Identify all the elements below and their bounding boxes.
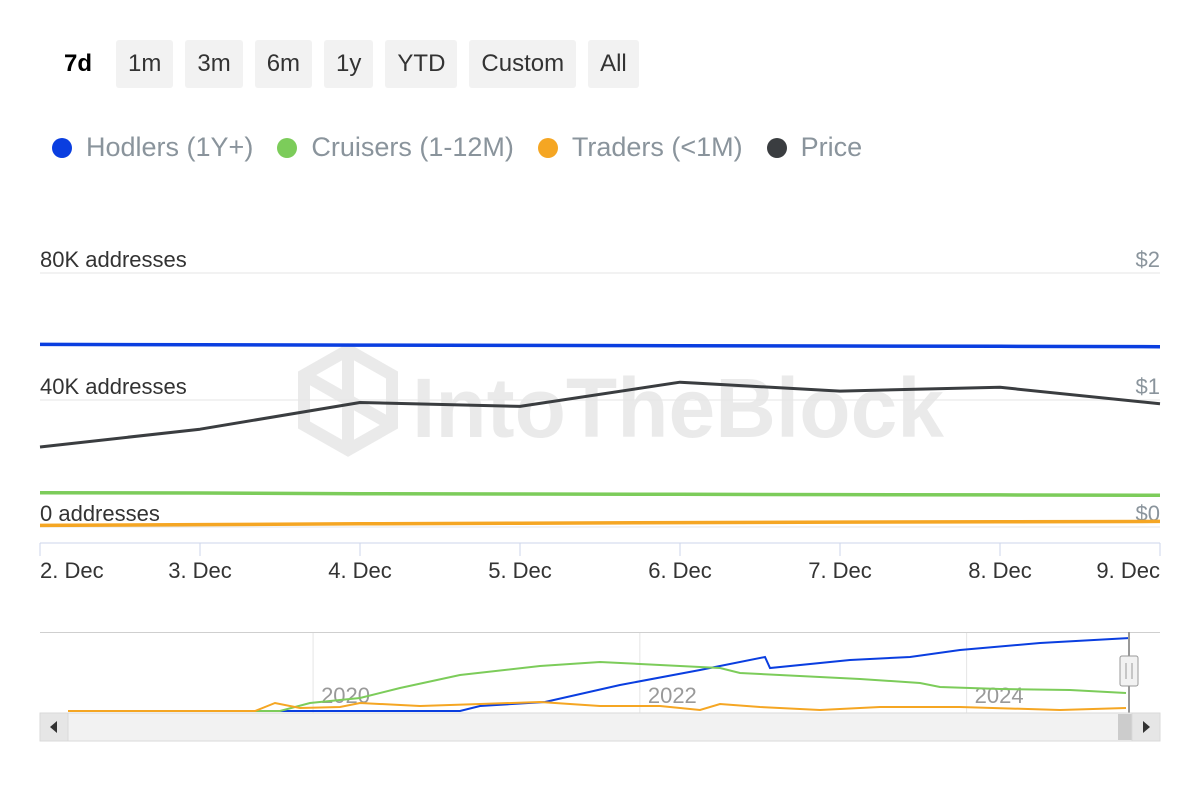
y-axis-right: $2 $1 $0 (1136, 247, 1160, 526)
legend-label-price: Price (800, 132, 863, 162)
scroll-left-button[interactable] (39, 712, 69, 742)
watermark: IntoTheBlock (298, 343, 944, 457)
scrollbar[interactable] (39, 712, 1161, 742)
x-tick-label: 7. Dec (808, 558, 872, 583)
range-7d-button[interactable]: 7d (52, 40, 105, 88)
legend-dot-cruisers (277, 137, 298, 158)
legend-dot-hodlers (52, 137, 72, 158)
navigator-line-traders (68, 700, 1127, 712)
x-axis: 2. Dec 3. Dec 4. Dec 5. Dec 6. Dec 7. Dec 8. D… (39, 542, 1161, 583)
x-tick-label: 8. Dec (968, 558, 1032, 583)
legend-label-traders: Traders (<1M) (571, 132, 743, 162)
y-left-tick-label: 80K addresses (40, 247, 187, 272)
x-tick-label: 3. Dec (168, 558, 232, 583)
arrow-right-icon (1143, 721, 1150, 733)
y-axis-left: 80K addresses 40K addresses 0 addresses (40, 247, 187, 526)
navigator-x-label: 2020 (321, 683, 370, 708)
x-tick-label: 9. Dec (1096, 558, 1160, 583)
legend-label-cruisers: Cruisers (1-12M) (311, 132, 514, 162)
navigator-grid: 2020 2022 2024 (312, 633, 1024, 713)
range-all-button[interactable]: All (588, 40, 639, 88)
y-left-tick-label: 0 addresses (40, 501, 160, 526)
series-line-traders (39, 519, 1161, 528)
legend-item-hodlers[interactable]: Hodlers (1Y+) (52, 132, 253, 163)
watermark-text: IntoTheBlock (412, 361, 944, 455)
navigator-line-hodlers (68, 637, 1131, 712)
range-1m-button[interactable]: 1m (116, 40, 174, 88)
series-line-price (39, 380, 1161, 449)
series-lines (39, 342, 1161, 528)
navigator-x-label: 2024 (975, 683, 1024, 708)
range-6m-button[interactable]: 6m (254, 40, 313, 88)
scroll-right-button[interactable] (1131, 712, 1161, 742)
range-ytd-button[interactable]: YTD (385, 40, 458, 88)
grid (40, 272, 1160, 528)
x-tick-label: 5. Dec (488, 558, 552, 583)
navigator-series (68, 637, 1131, 712)
range-1y-button[interactable]: 1y (324, 40, 374, 88)
navigator-selection-handle[interactable] (1119, 632, 1139, 713)
navigator-line-cruisers (68, 660, 1127, 712)
y-right-tick-label: $2 (1136, 247, 1160, 272)
scrollbar-track[interactable] (39, 712, 1161, 742)
x-tick-label: 2. Dec (40, 558, 104, 583)
series-line-hodlers (39, 342, 1161, 349)
range-selector: 7d 1m 3m 6m 1y YTD Custom All (52, 40, 639, 88)
navigator-frame (40, 632, 1160, 713)
legend-label-hodlers: Hodlers (1Y+) (86, 132, 254, 162)
legend-dot-price (766, 137, 787, 158)
navigator: 2020 2022 2024 (40, 632, 1160, 713)
y-right-tick-label: $0 (1136, 501, 1160, 526)
watermark-logo-icon (298, 343, 398, 457)
scrollbar-thumb[interactable] (1118, 714, 1132, 740)
series-line-cruisers (39, 490, 1161, 498)
y-right-tick-label: $1 (1136, 374, 1160, 399)
x-tick-label: 6. Dec (648, 558, 712, 583)
range-3m-button[interactable]: 3m (185, 40, 243, 88)
legend-dot-traders (537, 137, 558, 158)
y-left-tick-label: 40K addresses (40, 374, 187, 399)
legend: Hodlers (1Y+) Cruisers (1-12M) Traders (… (52, 132, 862, 163)
legend-item-cruisers[interactable]: Cruisers (1-12M) (277, 132, 514, 163)
legend-item-traders[interactable]: Traders (<1M) (537, 132, 743, 163)
legend-item-price[interactable]: Price (766, 132, 863, 163)
range-custom-button[interactable]: Custom (469, 40, 577, 88)
arrow-left-icon (50, 721, 57, 733)
navigator-x-label: 2022 (648, 683, 697, 708)
x-tick-label: 4. Dec (328, 558, 392, 583)
